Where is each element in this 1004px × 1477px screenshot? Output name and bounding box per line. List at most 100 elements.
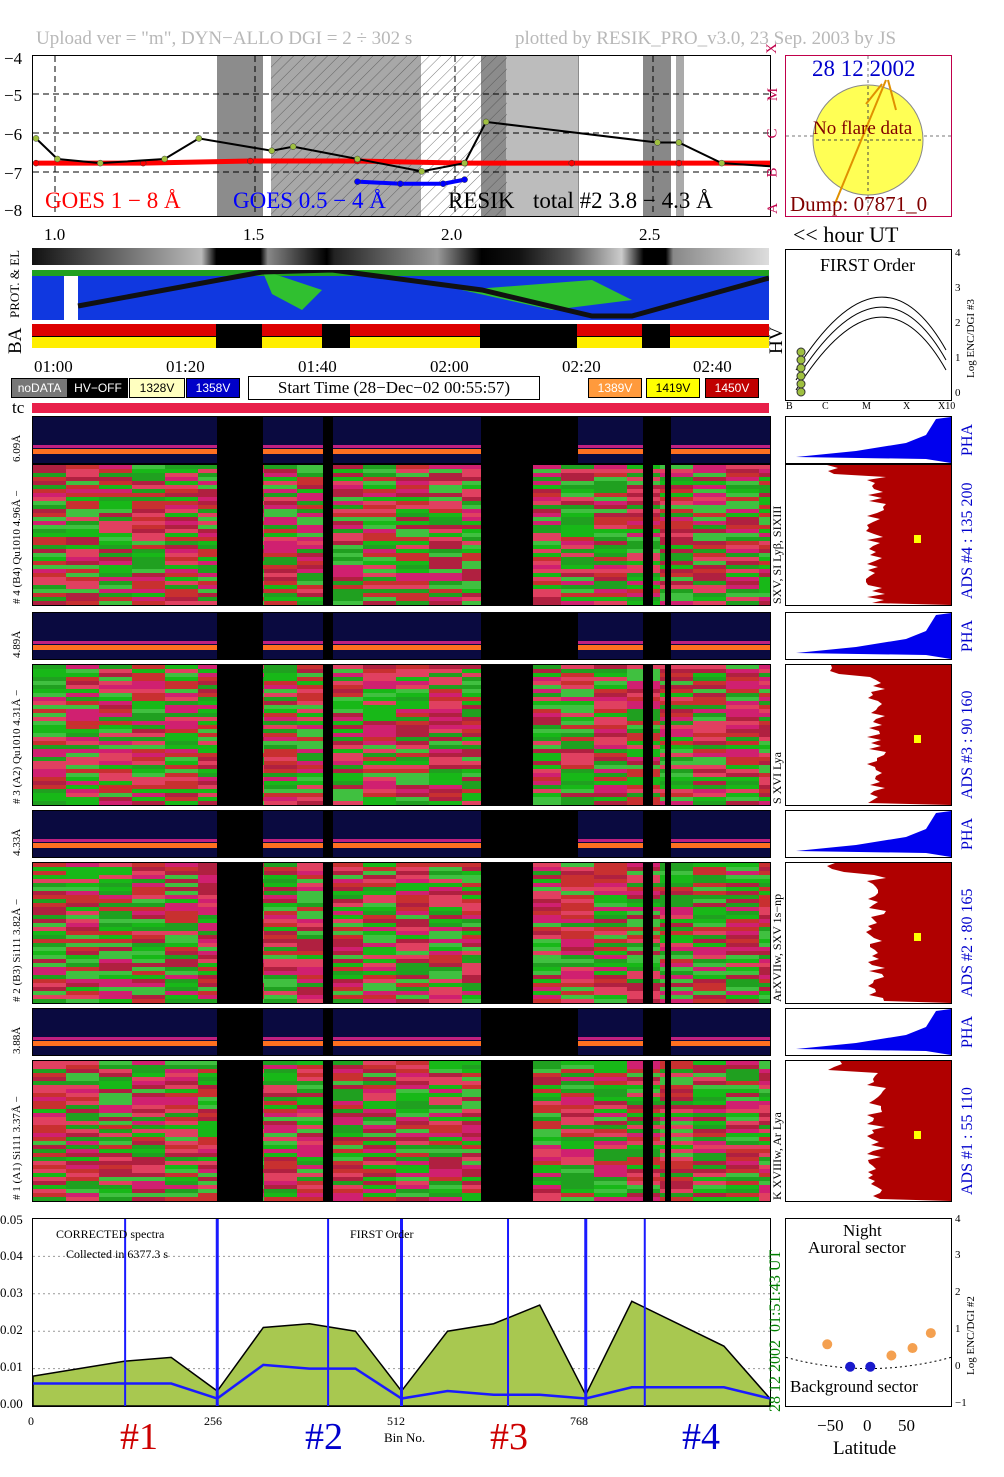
spectrogram-cell (33, 573, 66, 577)
spectrogram-cell (726, 745, 759, 749)
spectrogram-cell (33, 673, 66, 677)
spectrogram-cell (594, 693, 627, 697)
spectrogram-gap (643, 863, 653, 1003)
spectrogram-cell (264, 1061, 297, 1065)
orbit-point (907, 1343, 918, 1354)
spectrogram-cell (264, 737, 297, 741)
spectrogram-cell (726, 963, 759, 967)
spectrogram-cell (561, 1061, 594, 1065)
spectrogram-cell (693, 693, 726, 697)
spectrogram-cell (66, 581, 99, 585)
spectrogram-cell (132, 899, 165, 903)
orbit-xtick: 0 (863, 1416, 872, 1435)
spectrogram-cell (363, 801, 396, 805)
spectrogram-cell (363, 477, 396, 481)
pha-strip (32, 612, 771, 660)
spectrogram-cell (396, 943, 429, 947)
spectrogram-cell (726, 685, 759, 689)
pha-line (578, 843, 643, 848)
spectrogram-cell (99, 469, 132, 473)
spectrogram-cell (726, 573, 759, 577)
spectrogram-cell (66, 481, 99, 485)
spectrogram-cell (528, 999, 561, 1003)
spectrogram-cell (33, 577, 66, 581)
spectrogram-cell (693, 589, 726, 593)
spectrogram-cell (759, 947, 770, 951)
spectrogram-cell (660, 665, 693, 669)
spectrogram-cell (693, 1141, 726, 1145)
spectrogram-cell (66, 465, 99, 469)
spectrogram-cell (132, 509, 165, 513)
spectrogram-cell (429, 915, 462, 919)
spectrogram-cell (99, 923, 132, 927)
spectrogram-cell (165, 883, 198, 887)
spectrogram-cell (759, 963, 770, 967)
spectrogram-cell (264, 521, 297, 525)
spectrogram-cell (132, 709, 165, 713)
spectrogram-cell (759, 1081, 770, 1085)
spectrogram-cell (363, 753, 396, 757)
spectrum-plot (33, 1219, 770, 1406)
legend-resik-b: total #2 3.8 − 4.3 Å (533, 188, 713, 213)
spectrogram-cell (594, 685, 627, 689)
spectrogram-cell (264, 785, 297, 789)
spectrogram-cell (594, 537, 627, 541)
spectrogram-cell (99, 911, 132, 915)
spectrogram-cell (759, 891, 770, 895)
spectrogram-cell (759, 781, 770, 785)
spectrogram-cell (693, 573, 726, 577)
spectrogram-cell (99, 959, 132, 963)
spectrogram-cell (132, 781, 165, 785)
spectrogram-cell (528, 1145, 561, 1149)
spectrogram-cell (198, 761, 231, 765)
spectrogram-cell (198, 875, 231, 879)
start-time-box: Start Time (28−Dec−02 00:55:57) (248, 376, 540, 400)
pha-line (671, 449, 770, 454)
spectrogram-cell (594, 577, 627, 581)
spectrogram-cell (528, 737, 561, 741)
spectrogram-cell (759, 517, 770, 521)
spectrogram-gap (665, 665, 671, 805)
spectrogram-cell (594, 781, 627, 785)
spectrogram-cell (198, 1141, 231, 1145)
spectrogram-cell (264, 529, 297, 533)
spectrogram-cell (396, 955, 429, 959)
spectrogram-cell (462, 1141, 495, 1145)
spectrogram-cell (561, 975, 594, 979)
spectrogram-cell (462, 777, 495, 781)
spectrogram-cell (33, 465, 66, 469)
spectrogram-cell (66, 935, 99, 939)
spectrogram-cell (528, 939, 561, 943)
spectrogram-cell (396, 721, 429, 725)
spectrogram-cell (726, 919, 759, 923)
spectrogram-cell (660, 521, 693, 525)
spectrogram-cell (66, 793, 99, 797)
spectrogram-cell (165, 975, 198, 979)
spectrogram-cell (396, 879, 429, 883)
spectrogram-cell (726, 737, 759, 741)
spectrogram-cell (429, 697, 462, 701)
spectrogram-cell (561, 521, 594, 525)
spectrogram-cell (594, 883, 627, 887)
spectrogram-cell (264, 545, 297, 549)
spectrogram-cell (33, 509, 66, 513)
spectrogram-cell (594, 1165, 627, 1169)
spectrogram-cell (297, 1173, 330, 1177)
spectrogram-cell (396, 549, 429, 553)
spectrogram-cell (660, 589, 693, 593)
spectrogram-cell (726, 883, 759, 887)
class-tick: A (764, 203, 781, 214)
first-order-title: FIRST Order (820, 255, 916, 275)
spectrogram-cell (462, 1153, 495, 1157)
spectrogram-cell (264, 1149, 297, 1153)
spectrogram-cell (297, 537, 330, 541)
spectrogram-cell (429, 565, 462, 569)
spectrogram-cell (264, 1133, 297, 1137)
spectrogram-cell (561, 887, 594, 891)
spectrogram-cell (429, 525, 462, 529)
spectrogram-cell (594, 1193, 627, 1197)
spectrogram-cell (297, 919, 330, 923)
spectrogram-cell (396, 903, 429, 907)
spectrogram-cell (429, 943, 462, 947)
spectrogram-cell (198, 577, 231, 581)
